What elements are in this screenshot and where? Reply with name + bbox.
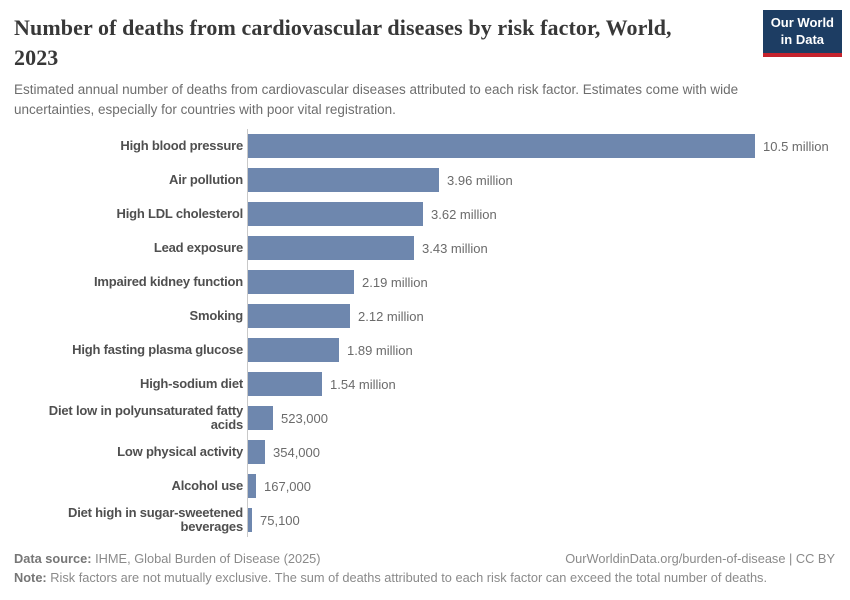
bar[interactable]	[248, 338, 339, 363]
category-label: Low physical activity	[117, 444, 243, 460]
bar-zone: 3.43 million	[247, 231, 835, 266]
note-text: Risk factors are not mutually exclusive.…	[46, 569, 768, 585]
bar-zone: 2.12 million	[247, 299, 835, 334]
bar[interactable]	[248, 134, 755, 159]
bar-zone: 10.5 million	[247, 129, 835, 164]
bar-zone: 1.54 million	[247, 367, 835, 402]
bar-zone: 2.19 million	[247, 265, 835, 300]
chart-row: Low physical activity 354,000	[14, 435, 835, 470]
bar[interactable]	[248, 406, 273, 431]
owid-logo-text: Our World	[770, 15, 834, 30]
owid-logo-text: in Data	[780, 31, 825, 47]
chart-row: High-sodium diet 1.54 million	[14, 367, 835, 402]
chart-row: Air pollution 3.96 million	[14, 163, 835, 198]
data-source-label: Data source:	[14, 551, 92, 567]
owid-logo[interactable]: Our World in Data	[762, 10, 842, 57]
bar[interactable]	[248, 474, 256, 499]
value-label: 354,000	[273, 444, 320, 460]
chart-row: Lead exposure 3.43 million	[14, 231, 835, 266]
data-source: Data source: IHME, Global Burden of Dise…	[14, 550, 321, 569]
chart-rows: High blood pressure 10.5 million Air pol…	[14, 129, 835, 538]
footer-attribution: OurWorldinData.org/burden-of-disease | C…	[565, 550, 835, 569]
bar[interactable]	[248, 168, 439, 193]
category-label: Lead exposure	[153, 240, 243, 256]
category-label: Smoking	[189, 308, 244, 324]
bar[interactable]	[248, 508, 252, 533]
chart-row: Diet low in polyunsaturated fatty acids …	[14, 401, 835, 436]
value-label: 167,000	[264, 478, 311, 494]
bar[interactable]	[248, 304, 350, 329]
value-label: 1.89 million	[347, 342, 413, 358]
chart-row: Alcohol use 167,000	[14, 469, 835, 504]
chart-row: Diet high in sugar-sweetened beverages 7…	[14, 503, 835, 538]
chart-subtitle: Estimated annual number of deaths from c…	[14, 81, 739, 118]
chart-row: High blood pressure 10.5 million	[14, 129, 835, 164]
value-label: 3.96 million	[447, 172, 513, 188]
category-label: Air pollution	[169, 172, 243, 188]
value-label: 75,100	[260, 512, 300, 528]
value-label: 3.43 million	[422, 240, 488, 256]
license-text: | CC BY	[785, 551, 835, 567]
note-label: Note:	[14, 569, 47, 585]
value-label: 523,000	[281, 410, 328, 426]
bar-zone: 75,100	[247, 503, 835, 538]
bar[interactable]	[248, 202, 423, 227]
footer-link[interactable]: OurWorldinData.org/burden-of-disease	[565, 551, 786, 567]
page-title-line: 2023	[14, 44, 59, 70]
category-label: Diet high in sugar-sweetened beverages	[68, 504, 243, 535]
category-label: High fasting plasma glucose	[72, 342, 243, 358]
category-label: High blood pressure	[120, 138, 243, 154]
chart-row: Smoking 2.12 million	[14, 299, 835, 334]
bar-zone: 167,000	[247, 469, 835, 504]
bar-chart: High blood pressure 10.5 million Air pol…	[14, 129, 835, 538]
footer-note-line: Note: Risk factors are not mutually excl…	[14, 569, 835, 588]
data-source-text: IHME, Global Burden of Disease (2025)	[91, 551, 321, 567]
footer-source-line: Data source: IHME, Global Burden of Dise…	[14, 550, 835, 569]
value-label: 1.54 million	[330, 376, 396, 392]
bar[interactable]	[248, 372, 322, 397]
category-label: Impaired kidney function	[93, 274, 243, 290]
bar-zone: 3.62 million	[247, 197, 835, 232]
chart-row: High fasting plasma glucose 1.89 million	[14, 333, 835, 368]
bar-zone: 354,000	[247, 435, 835, 470]
category-label: High LDL cholesterol	[116, 206, 244, 222]
bar-zone: 3.96 million	[247, 163, 835, 198]
value-label: 10.5 million	[763, 138, 829, 154]
bar[interactable]	[248, 440, 265, 465]
value-label: 2.12 million	[358, 308, 424, 324]
bar-zone: 1.89 million	[247, 333, 835, 368]
bar-zone: 523,000	[247, 401, 835, 436]
value-label: 2.19 million	[362, 274, 428, 290]
bar[interactable]	[248, 236, 414, 261]
chart-row: Impaired kidney function 2.19 million	[14, 265, 835, 300]
value-label: 3.62 million	[431, 206, 497, 222]
category-label: Alcohol use	[171, 478, 244, 494]
footer: Data source: IHME, Global Burden of Dise…	[14, 550, 835, 587]
chart-row: High LDL cholesterol 3.62 million	[14, 197, 835, 232]
page-title: Number of deaths from cardiovascular dis…	[14, 13, 759, 73]
category-label: Diet low in polyunsaturated fatty acids	[48, 402, 243, 433]
page-title-line: Number of deaths from cardiovascular dis…	[14, 15, 672, 40]
category-label: High-sodium diet	[140, 376, 243, 392]
bar[interactable]	[248, 270, 354, 295]
